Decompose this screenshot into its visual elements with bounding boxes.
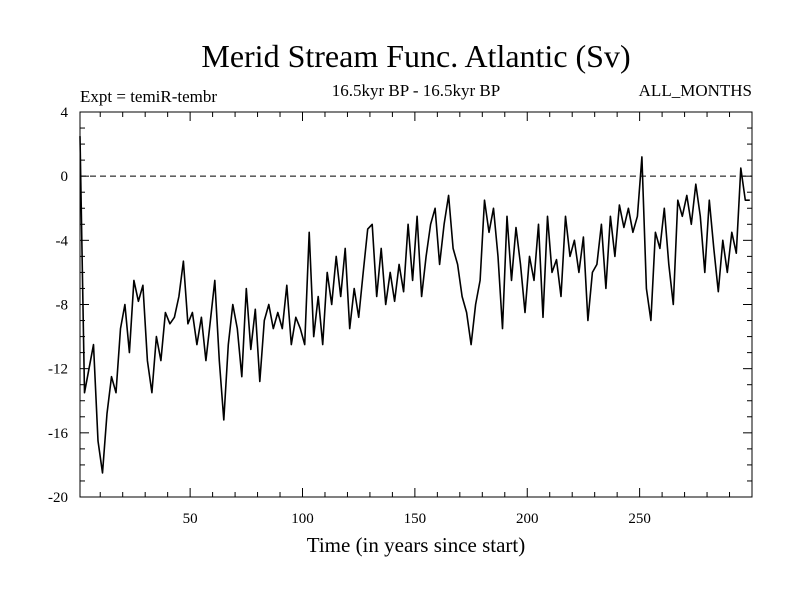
months-label: ALL_MONTHS [639, 81, 752, 100]
y-tick-label: 0 [61, 169, 69, 185]
series-line [79, 136, 750, 474]
x-tick-label: 250 [628, 511, 651, 527]
tick-labels: 4 0 -4 -8 -12 -16 -20 50 100 150 200 250 [48, 105, 651, 527]
y-tick-label: 4 [61, 105, 69, 121]
period-label: 16.5kyr BP - 16.5kyr BP [332, 81, 500, 100]
series-layer [79, 136, 750, 474]
axis-ticks [80, 111, 752, 498]
y-tick-label: -8 [56, 298, 69, 314]
y-tick-label: -20 [48, 490, 68, 506]
x-tick-label: 200 [516, 511, 539, 527]
x-axis-label: Time (in years since start) [307, 533, 526, 557]
plot-frame [79, 111, 753, 498]
y-tick-label: -4 [56, 233, 69, 249]
y-tick-label: -16 [48, 426, 68, 442]
x-tick-label: 50 [183, 511, 198, 527]
chart-title: Merid Stream Func. Atlantic (Sv) [201, 38, 630, 74]
x-tick-label: 150 [404, 511, 427, 527]
y-tick-label: -12 [48, 362, 68, 378]
experiment-label: Expt = temiR-tembr [80, 87, 217, 106]
x-tick-label: 100 [291, 511, 314, 527]
